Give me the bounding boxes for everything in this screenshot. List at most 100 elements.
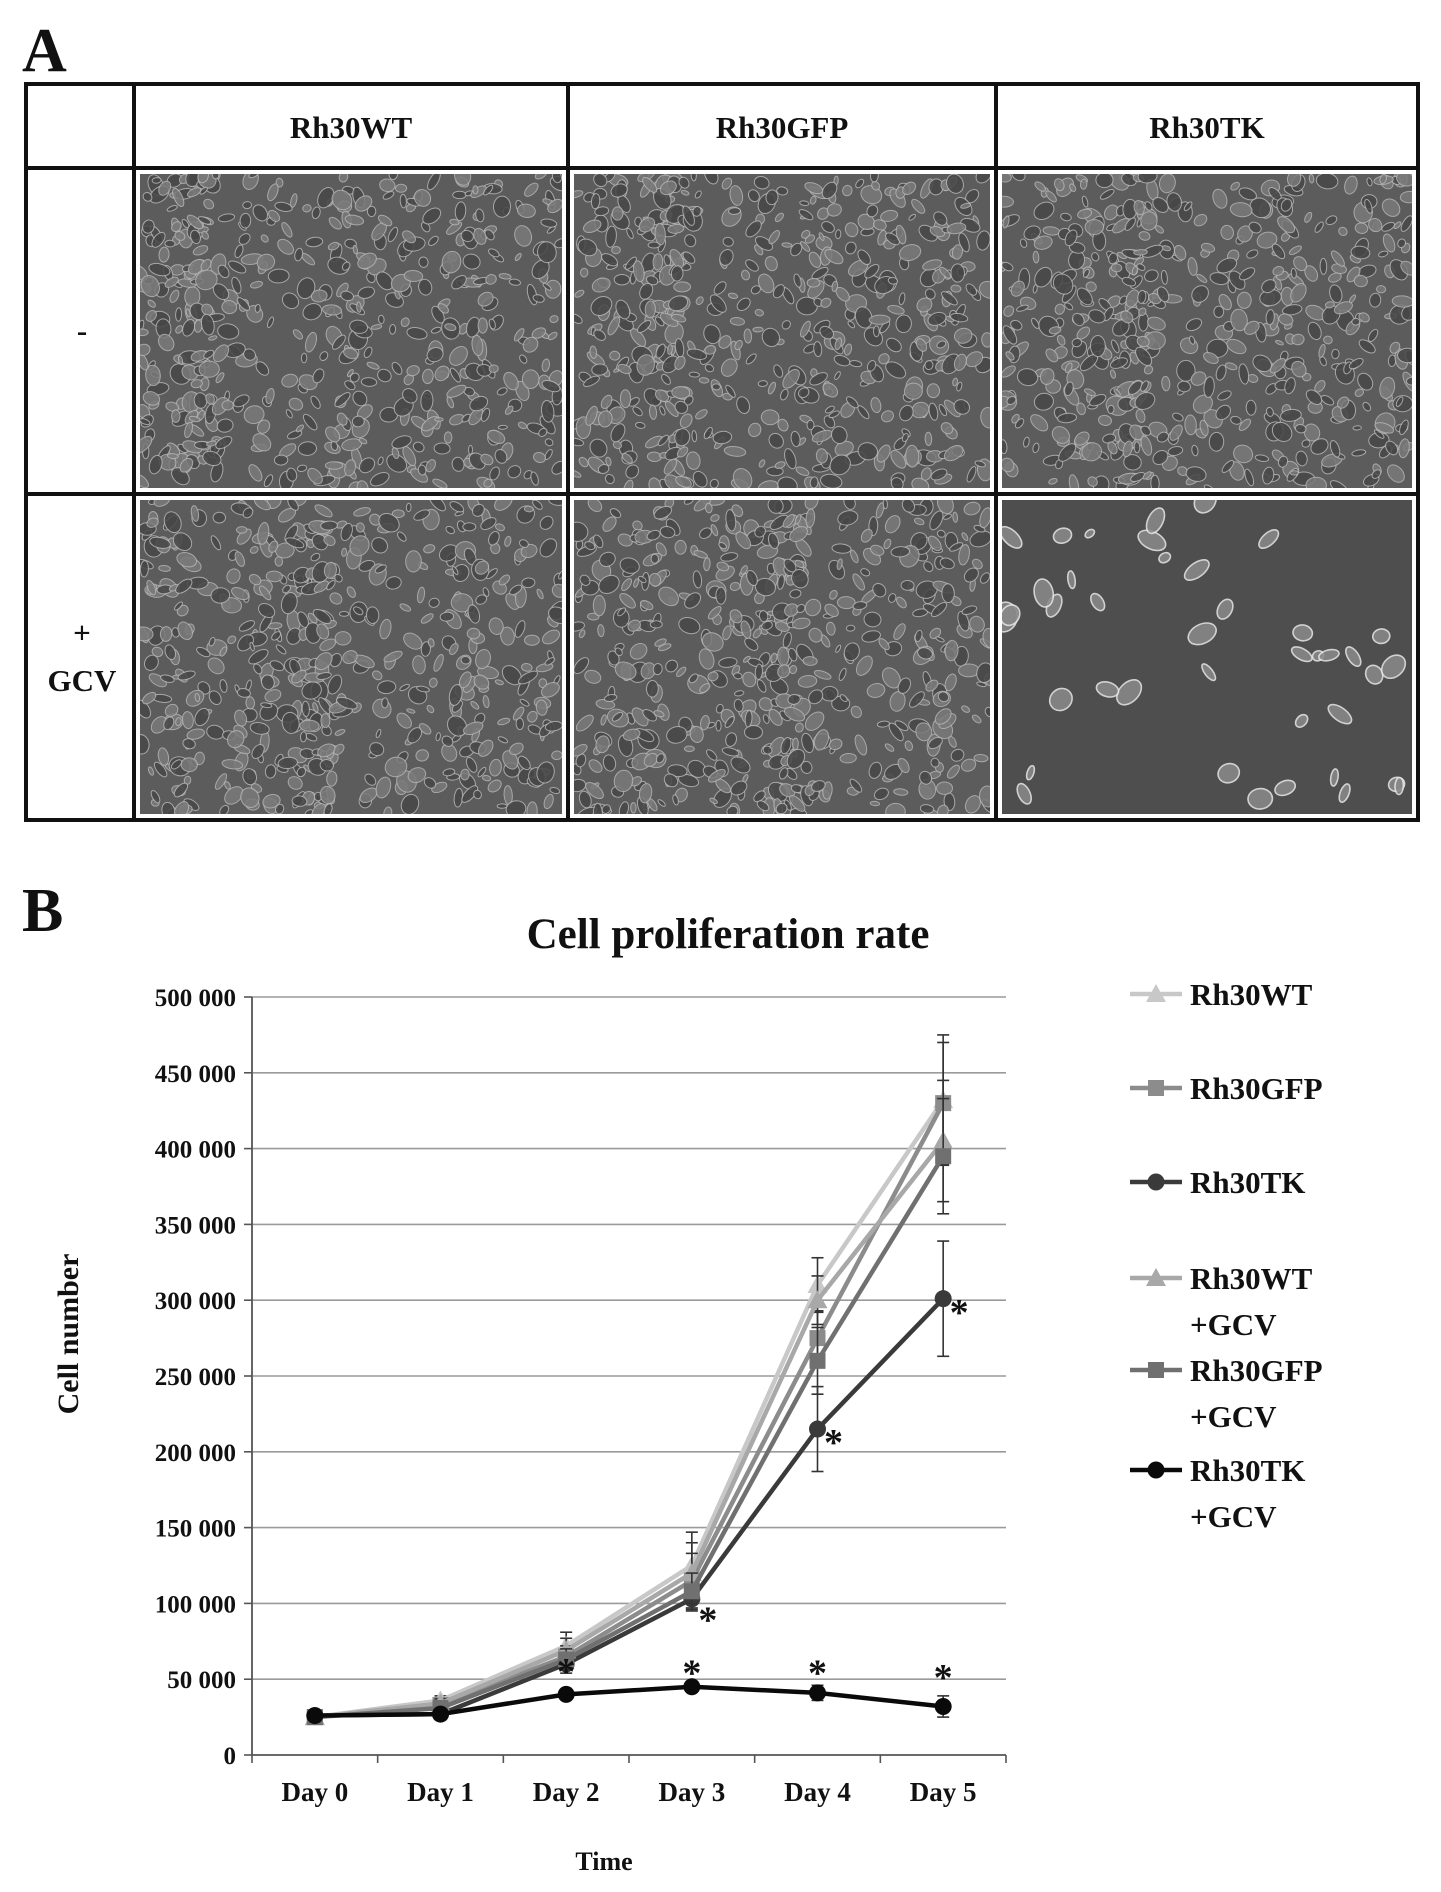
y-tick-label: 150 000 [155,1516,236,1543]
series-line [314,1155,946,1720]
legend: Rh30WT Rh30GFP Rh30TK Rh30WT +GCV Rh30GFP +GCV… [1130,977,1323,1534]
micrograph-texture [140,174,562,488]
y-tick-label: 500 000 [155,985,236,1012]
micrograph-rh30gfp-gcv [574,500,990,814]
grid-divider [132,86,136,818]
legend-label: +GCV [1190,1307,1277,1342]
y-tick-label: 400 000 [155,1137,236,1164]
row-header-untreated: - [28,170,136,492]
legend-item: Rh30GFP [1130,1071,1323,1106]
grid-divider [28,166,1416,170]
x-axis: Day 0 Day 1 Day 2 Day 3 Day 4 Day 5 [251,1754,1007,1807]
significance-marker: * [557,1651,576,1693]
y-tick-label: 200 000 [155,1440,236,1467]
series-line [314,1139,945,1720]
significance-marker: * [824,1422,843,1464]
data-point [809,1420,826,1438]
x-axis-label: Time [575,1847,632,1876]
legend-item: Rh30WT [1130,977,1313,1012]
micrograph-texture [1002,500,1407,810]
x-tick-label: Day 3 [658,1777,725,1807]
data-point [683,1678,701,1696]
microscopy-grid: Rh30WT Rh30GFP Rh30TK - + GCV [24,82,1420,822]
legend-label: +GCV [1190,1399,1277,1434]
data-point [935,1148,952,1165]
series-rh30tk [306,1240,952,1725]
grid-divider [28,492,1416,496]
x-tick-label: Day 0 [281,1777,348,1807]
y-tick-label: 300 000 [155,1288,236,1315]
data-point [809,1352,826,1369]
data-point [683,1583,700,1600]
x-tick-label: Day 1 [407,1777,474,1807]
legend-label: Rh30GFP [1190,1353,1323,1388]
data-point [934,1290,952,1308]
legend-label: Rh30WT [1190,977,1313,1012]
x-tick-label: Day 5 [910,1777,977,1807]
data-point [558,1651,575,1668]
panel-b-label: B [22,877,64,945]
data-point [934,1697,952,1715]
row-label: GCV [47,663,117,698]
series-layer [304,1034,954,1726]
legend-item: Rh30GFP +GCV [1130,1353,1323,1434]
x-tick-label: Day 4 [784,1777,851,1807]
series-rh30tk-gcv [306,1678,952,1725]
y-axis-label: Cell number [52,1254,85,1415]
chart-title: Cell proliferation rate [527,911,930,958]
data-point [807,1290,828,1309]
series-line [314,1297,945,1718]
micrograph-texture [1002,174,1412,488]
legend-item: Rh30TK +GCV [1130,1453,1305,1534]
grid-divider [994,86,998,818]
data-point [557,1685,575,1703]
row-label: - [76,312,88,348]
series-line [314,1684,944,1718]
micrograph-rh30gfp-untreated [574,174,990,488]
micrograph-rh30tk-untreated [1002,174,1412,488]
legend-label: Rh30WT [1190,1261,1313,1296]
legend-swatch-marker [1147,1461,1165,1479]
significance-marker: * [682,1653,701,1695]
series-rh30gfp [306,1041,952,1726]
y-axis: 0 50 000 100 000 150 000 200 000 250 000 300 0… [155,985,253,1770]
x-tick-label: Day 2 [533,1777,600,1807]
row-label: + [73,614,91,650]
y-tick-label: 0 [224,1743,237,1770]
column-header-rh30wt: Rh30WT [289,110,413,145]
legend-label: +GCV [1190,1499,1277,1534]
legend-label: Rh30TK [1190,1453,1305,1488]
significance-marker: * [950,1292,969,1334]
column-header-rh30tk: Rh30TK [1149,110,1265,145]
significance-marker: * [808,1653,827,1695]
y-tick-label: 450 000 [155,1061,236,1088]
micrograph-rh30tk-gcv [1002,500,1412,814]
significance-marker: * [698,1600,717,1642]
data-point [432,1705,449,1723]
legend-swatch-marker [1148,1362,1164,1378]
micrograph-texture [574,500,990,814]
legend-swatch-marker [1146,1268,1166,1286]
data-point [681,1563,702,1582]
legend-label: Rh30TK [1190,1165,1305,1200]
legend-swatch-marker [1146,984,1166,1002]
series-rh30wt [304,1034,954,1726]
legend-swatch-marker [1148,1080,1164,1096]
series-rh30wt-gcv [304,1079,954,1726]
grid-divider [566,86,570,818]
y-tick-label: 100 000 [155,1591,236,1618]
y-tick-label: 250 000 [155,1364,236,1391]
y-tick-label: 350 000 [155,1212,236,1239]
panel-a-label: A [22,17,67,85]
y-tick-label: 50 000 [167,1667,236,1694]
column-header-rh30gfp: Rh30GFP [715,110,849,145]
micrograph-texture [574,174,990,488]
legend-item: Rh30TK [1130,1165,1305,1200]
significance-marker: * [934,1657,953,1699]
legend-swatch-marker [1147,1173,1165,1191]
legend-item: Rh30WT +GCV [1130,1261,1313,1342]
micrograph-rh30wt-gcv [140,500,562,814]
micrograph-rh30wt-untreated [140,174,562,488]
annotation-layer: * * * * * * * [557,1292,969,1699]
legend-label: Rh30GFP [1190,1071,1323,1106]
